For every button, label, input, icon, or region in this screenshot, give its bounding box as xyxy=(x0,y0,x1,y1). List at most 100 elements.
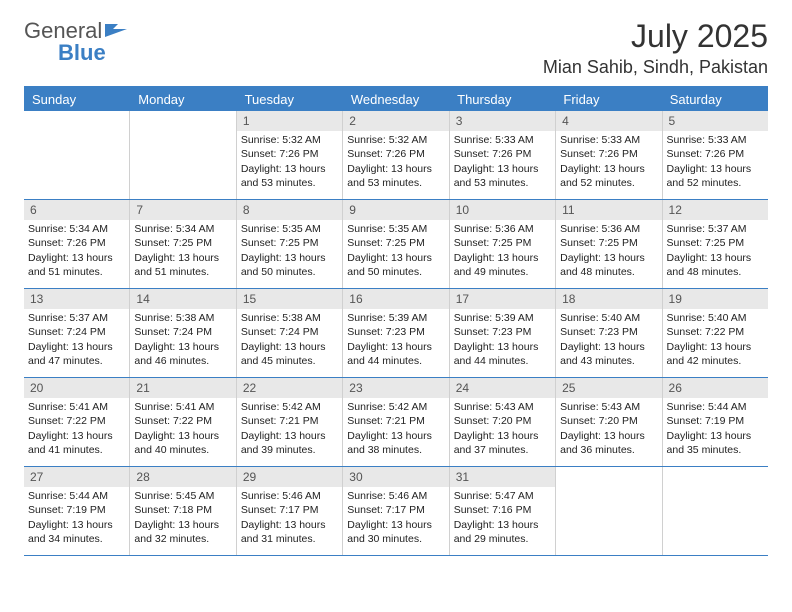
sunrise-text: Sunrise: 5:33 AM xyxy=(454,133,551,147)
daylight-text: Daylight: 13 hours and 49 minutes. xyxy=(454,251,551,279)
daylight-text: Daylight: 13 hours and 44 minutes. xyxy=(347,340,444,368)
day-cell: 22Sunrise: 5:42 AMSunset: 7:21 PMDayligh… xyxy=(237,378,343,466)
sunrise-text: Sunrise: 5:35 AM xyxy=(347,222,444,236)
day-body: Sunrise: 5:43 AMSunset: 7:20 PMDaylight:… xyxy=(450,398,555,461)
day-number: 14 xyxy=(130,289,235,309)
day-number: 29 xyxy=(237,467,342,487)
day-cell: 26Sunrise: 5:44 AMSunset: 7:19 PMDayligh… xyxy=(663,378,768,466)
day-cell: 10Sunrise: 5:36 AMSunset: 7:25 PMDayligh… xyxy=(450,200,556,288)
day-cell: 17Sunrise: 5:39 AMSunset: 7:23 PMDayligh… xyxy=(450,289,556,377)
day-body: Sunrise: 5:39 AMSunset: 7:23 PMDaylight:… xyxy=(450,309,555,372)
day-number: 6 xyxy=(24,200,129,220)
day-cell: 31Sunrise: 5:47 AMSunset: 7:16 PMDayligh… xyxy=(450,467,556,555)
sunrise-text: Sunrise: 5:44 AM xyxy=(667,400,764,414)
day-cell: 4Sunrise: 5:33 AMSunset: 7:26 PMDaylight… xyxy=(556,111,662,199)
day-body: Sunrise: 5:43 AMSunset: 7:20 PMDaylight:… xyxy=(556,398,661,461)
sunrise-text: Sunrise: 5:43 AM xyxy=(454,400,551,414)
sunrise-text: Sunrise: 5:46 AM xyxy=(241,489,338,503)
day-cell: 8Sunrise: 5:35 AMSunset: 7:25 PMDaylight… xyxy=(237,200,343,288)
sunrise-text: Sunrise: 5:42 AM xyxy=(241,400,338,414)
day-body: Sunrise: 5:40 AMSunset: 7:22 PMDaylight:… xyxy=(663,309,768,372)
daylight-text: Daylight: 13 hours and 51 minutes. xyxy=(134,251,231,279)
weekday-header: Tuesday xyxy=(237,88,343,111)
day-number: 21 xyxy=(130,378,235,398)
sunset-text: Sunset: 7:17 PM xyxy=(347,503,444,517)
sunset-text: Sunset: 7:26 PM xyxy=(560,147,657,161)
sunrise-text: Sunrise: 5:33 AM xyxy=(560,133,657,147)
day-body xyxy=(663,487,768,493)
sunrise-text: Sunrise: 5:36 AM xyxy=(454,222,551,236)
sunset-text: Sunset: 7:26 PM xyxy=(347,147,444,161)
sunrise-text: Sunrise: 5:42 AM xyxy=(347,400,444,414)
sunset-text: Sunset: 7:19 PM xyxy=(667,414,764,428)
day-cell: 11Sunrise: 5:36 AMSunset: 7:25 PMDayligh… xyxy=(556,200,662,288)
week-row: 13Sunrise: 5:37 AMSunset: 7:24 PMDayligh… xyxy=(24,289,768,378)
day-number: 25 xyxy=(556,378,661,398)
daylight-text: Daylight: 13 hours and 53 minutes. xyxy=(454,162,551,190)
sunrise-text: Sunrise: 5:46 AM xyxy=(347,489,444,503)
sunset-text: Sunset: 7:26 PM xyxy=(667,147,764,161)
day-number: 4 xyxy=(556,111,661,131)
day-body: Sunrise: 5:33 AMSunset: 7:26 PMDaylight:… xyxy=(663,131,768,194)
sunset-text: Sunset: 7:22 PM xyxy=(28,414,125,428)
sunrise-text: Sunrise: 5:43 AM xyxy=(560,400,657,414)
day-cell: 13Sunrise: 5:37 AMSunset: 7:24 PMDayligh… xyxy=(24,289,130,377)
day-cell: 18Sunrise: 5:40 AMSunset: 7:23 PMDayligh… xyxy=(556,289,662,377)
day-cell: 6Sunrise: 5:34 AMSunset: 7:26 PMDaylight… xyxy=(24,200,130,288)
day-body: Sunrise: 5:47 AMSunset: 7:16 PMDaylight:… xyxy=(450,487,555,550)
day-number: 15 xyxy=(237,289,342,309)
logo-block: General Blue xyxy=(24,18,129,66)
sunrise-text: Sunrise: 5:38 AM xyxy=(241,311,338,325)
daylight-text: Daylight: 13 hours and 36 minutes. xyxy=(560,429,657,457)
day-number: 23 xyxy=(343,378,448,398)
day-body: Sunrise: 5:39 AMSunset: 7:23 PMDaylight:… xyxy=(343,309,448,372)
day-number: 28 xyxy=(130,467,235,487)
day-body: Sunrise: 5:36 AMSunset: 7:25 PMDaylight:… xyxy=(450,220,555,283)
sunrise-text: Sunrise: 5:44 AM xyxy=(28,489,125,503)
sunrise-text: Sunrise: 5:32 AM xyxy=(241,133,338,147)
daylight-text: Daylight: 13 hours and 50 minutes. xyxy=(347,251,444,279)
sunset-text: Sunset: 7:16 PM xyxy=(454,503,551,517)
day-number: 5 xyxy=(663,111,768,131)
week-row: 1Sunrise: 5:32 AMSunset: 7:26 PMDaylight… xyxy=(24,111,768,200)
daylight-text: Daylight: 13 hours and 34 minutes. xyxy=(28,518,125,546)
day-cell: 12Sunrise: 5:37 AMSunset: 7:25 PMDayligh… xyxy=(663,200,768,288)
day-body: Sunrise: 5:34 AMSunset: 7:25 PMDaylight:… xyxy=(130,220,235,283)
sunset-text: Sunset: 7:24 PM xyxy=(241,325,338,339)
sunrise-text: Sunrise: 5:41 AM xyxy=(28,400,125,414)
daylight-text: Daylight: 13 hours and 42 minutes. xyxy=(667,340,764,368)
day-cell: 24Sunrise: 5:43 AMSunset: 7:20 PMDayligh… xyxy=(450,378,556,466)
day-cell: 21Sunrise: 5:41 AMSunset: 7:22 PMDayligh… xyxy=(130,378,236,466)
day-body: Sunrise: 5:46 AMSunset: 7:17 PMDaylight:… xyxy=(343,487,448,550)
sunrise-text: Sunrise: 5:38 AM xyxy=(134,311,231,325)
day-body: Sunrise: 5:35 AMSunset: 7:25 PMDaylight:… xyxy=(237,220,342,283)
day-body: Sunrise: 5:38 AMSunset: 7:24 PMDaylight:… xyxy=(130,309,235,372)
sunrise-text: Sunrise: 5:45 AM xyxy=(134,489,231,503)
day-body: Sunrise: 5:33 AMSunset: 7:26 PMDaylight:… xyxy=(450,131,555,194)
day-body: Sunrise: 5:45 AMSunset: 7:18 PMDaylight:… xyxy=(130,487,235,550)
sunrise-text: Sunrise: 5:41 AM xyxy=(134,400,231,414)
day-cell: 5Sunrise: 5:33 AMSunset: 7:26 PMDaylight… xyxy=(663,111,768,199)
sunset-text: Sunset: 7:25 PM xyxy=(134,236,231,250)
day-body: Sunrise: 5:44 AMSunset: 7:19 PMDaylight:… xyxy=(24,487,129,550)
sunrise-text: Sunrise: 5:35 AM xyxy=(241,222,338,236)
day-cell: 2Sunrise: 5:32 AMSunset: 7:26 PMDaylight… xyxy=(343,111,449,199)
day-number: 30 xyxy=(343,467,448,487)
sunset-text: Sunset: 7:26 PM xyxy=(454,147,551,161)
day-number: 16 xyxy=(343,289,448,309)
sunset-text: Sunset: 7:23 PM xyxy=(454,325,551,339)
day-body: Sunrise: 5:42 AMSunset: 7:21 PMDaylight:… xyxy=(343,398,448,461)
calendar: Sunday Monday Tuesday Wednesday Thursday… xyxy=(24,86,768,556)
day-cell xyxy=(130,111,236,199)
day-number: 2 xyxy=(343,111,448,131)
sunset-text: Sunset: 7:17 PM xyxy=(241,503,338,517)
day-cell: 1Sunrise: 5:32 AMSunset: 7:26 PMDaylight… xyxy=(237,111,343,199)
sunrise-text: Sunrise: 5:34 AM xyxy=(28,222,125,236)
weekday-header-row: Sunday Monday Tuesday Wednesday Thursday… xyxy=(24,88,768,111)
day-cell xyxy=(663,467,768,555)
sunset-text: Sunset: 7:22 PM xyxy=(134,414,231,428)
sunset-text: Sunset: 7:24 PM xyxy=(28,325,125,339)
sunrise-text: Sunrise: 5:39 AM xyxy=(454,311,551,325)
day-cell: 23Sunrise: 5:42 AMSunset: 7:21 PMDayligh… xyxy=(343,378,449,466)
daylight-text: Daylight: 13 hours and 41 minutes. xyxy=(28,429,125,457)
